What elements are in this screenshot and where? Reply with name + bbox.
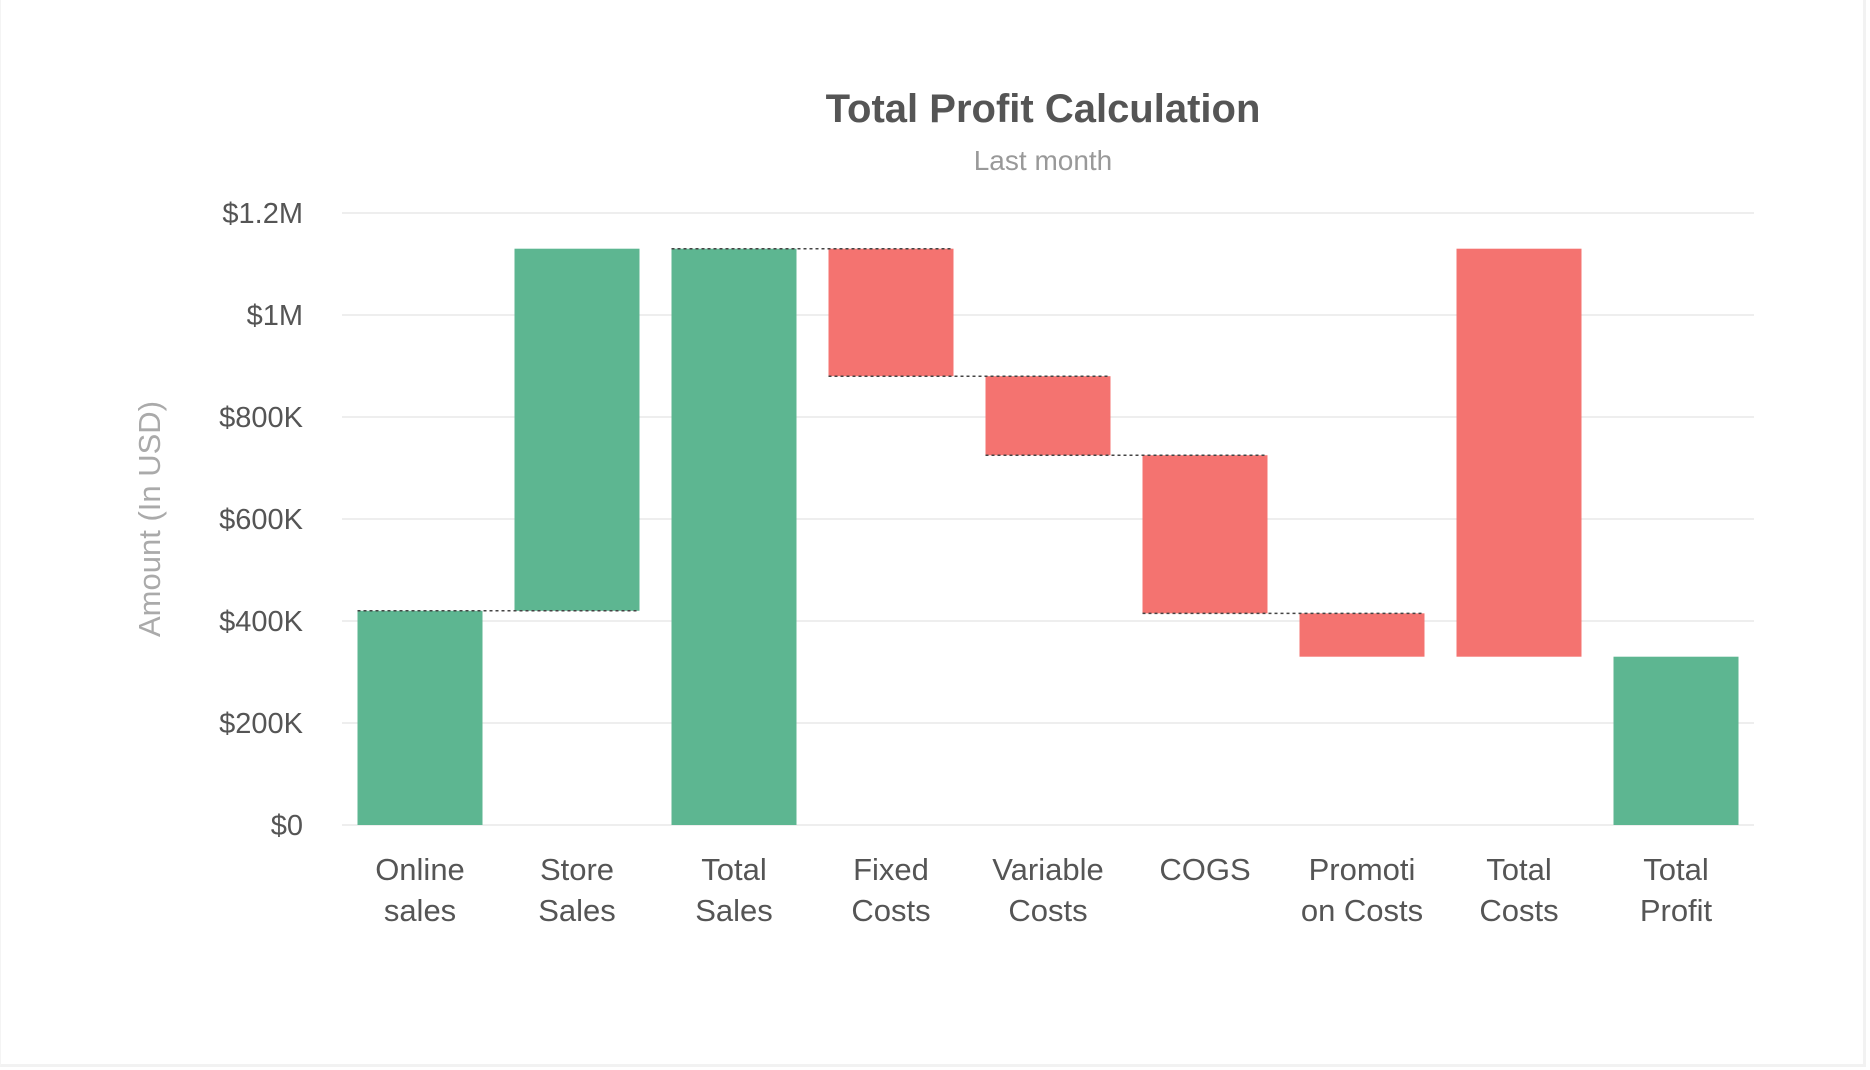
x-tick-label: Costs <box>1008 893 1087 928</box>
x-tick-label: Costs <box>851 893 930 928</box>
chart-title: Total Profit Calculation <box>826 87 1261 131</box>
y-tick-label: $600K <box>219 504 304 536</box>
y-tick-label: $1.2M <box>222 198 303 230</box>
bar-cogs <box>1142 455 1268 614</box>
bar-total-costs <box>1456 248 1582 657</box>
x-tick-label: Costs <box>1479 893 1558 928</box>
x-tick-label: Total <box>1486 852 1551 887</box>
y-tick-label: $400K <box>219 606 304 638</box>
x-tick-label: Variable <box>992 852 1103 887</box>
y-tick-label: $800K <box>219 402 304 434</box>
bar-online-sales <box>357 610 483 825</box>
x-tick-label: Store <box>540 852 614 887</box>
x-tick-label: Total <box>701 852 766 887</box>
x-tick-label: Total <box>1643 852 1708 887</box>
bar-total-profit <box>1613 656 1739 825</box>
bar-store-sales <box>514 248 640 611</box>
y-tick-label: $200K <box>219 708 304 740</box>
bar-promoti-on-costs <box>1299 613 1425 657</box>
y-tick-label: $1M <box>247 300 303 332</box>
x-tick-label: Online <box>375 852 465 887</box>
x-tick-label: Sales <box>538 893 616 928</box>
bar-fixed-costs <box>828 248 954 377</box>
y-tick-label: $0 <box>271 810 303 842</box>
x-tick-label: on Costs <box>1301 893 1423 928</box>
x-tick-label: Fixed <box>853 852 929 887</box>
x-tick-label: Promoti <box>1309 852 1416 887</box>
bar-total-sales <box>671 248 797 825</box>
chart-subtitle: Last month <box>974 145 1113 176</box>
x-tick-label: COGS <box>1159 852 1250 887</box>
bar-variable-costs <box>985 376 1111 456</box>
x-tick-label: sales <box>384 893 456 928</box>
y-axis-label: Amount (In USD) <box>132 401 167 637</box>
x-tick-label: Profit <box>1640 893 1713 928</box>
x-tick-label: Sales <box>695 893 773 928</box>
